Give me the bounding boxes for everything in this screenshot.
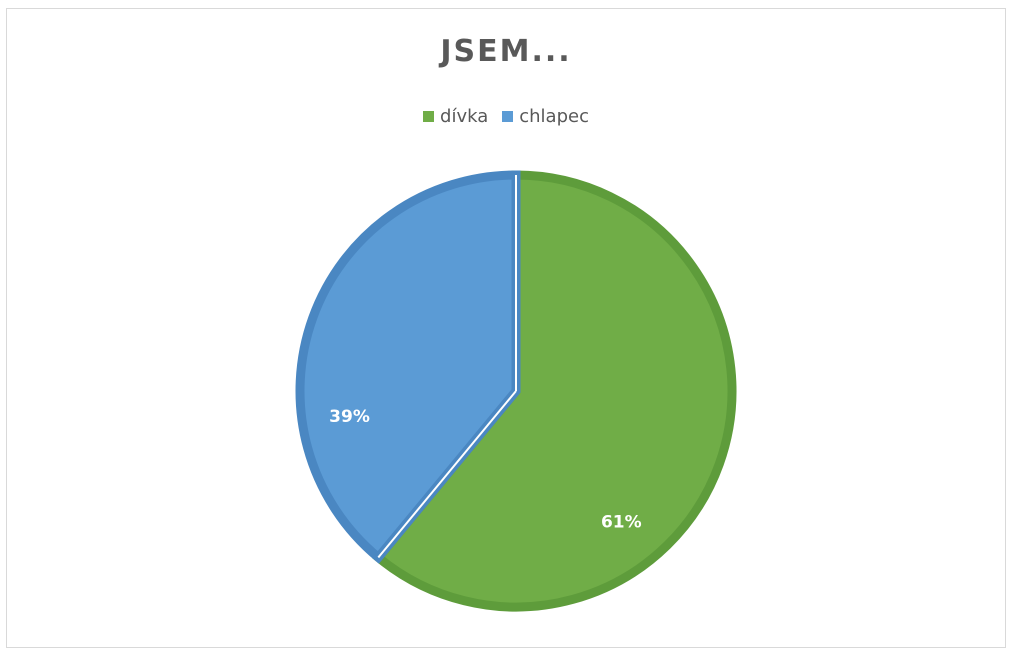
legend-label-divka: dívka — [440, 106, 489, 127]
data-label-divka: 61% — [601, 513, 642, 533]
legend-item-divka: dívka — [423, 106, 488, 127]
legend-item-chlapec: chlapec — [502, 106, 589, 127]
pie-slice-divka — [371, 170, 737, 612]
data-label-chlapec: 39% — [329, 407, 370, 427]
chart-title: JSEM... — [440, 34, 572, 69]
pie-chart: 61% 39% — [295, 170, 737, 612]
pie-slice-chlapec — [295, 170, 521, 564]
legend-label-chlapec: chlapec — [519, 106, 589, 127]
slice-separator — [377, 390, 517, 559]
legend-swatch-divka — [423, 111, 435, 122]
legend-swatch-chlapec — [502, 111, 514, 122]
legend: dívka chlapec — [0, 106, 1012, 127]
